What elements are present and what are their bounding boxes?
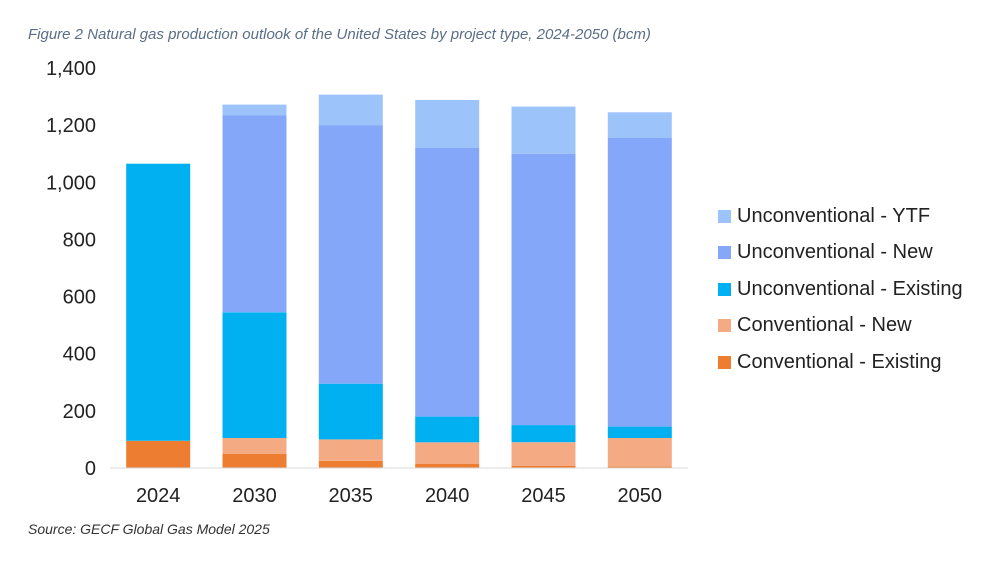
x-tick-label: 2035 <box>329 485 374 507</box>
legend-label: Conventional - New <box>737 314 912 337</box>
legend-item: Unconventional - Existing <box>718 271 963 308</box>
bar-segment-2030-5 <box>222 104 287 116</box>
bar-segment-2045-2 <box>511 442 576 466</box>
legend-swatch <box>718 246 731 260</box>
y-axis-ticks: 0 200 400 600 800 1,000 1,200 1,400 <box>46 58 96 480</box>
y-tick-label: 1,200 <box>46 115 96 137</box>
legend-label: Unconventional - New <box>737 241 933 264</box>
bar-segment-2024-3 <box>126 163 191 441</box>
y-tick-label: 1,000 <box>46 172 96 194</box>
bar-segment-2050-3 <box>607 426 672 438</box>
bar-segment-2035-1 <box>318 460 383 468</box>
bar-segment-2035-5 <box>318 94 383 126</box>
x-tick-label: 2050 <box>618 485 663 507</box>
bar-segment-2024-1 <box>126 440 191 468</box>
bar-segment-2040-2 <box>415 442 480 464</box>
legend-item: Conventional - New <box>718 308 963 345</box>
bar-segment-2030-1 <box>222 453 287 468</box>
legend-label: Conventional - Existing <box>737 350 942 373</box>
x-tick-label: 2045 <box>521 485 566 507</box>
bar-segment-2030-3 <box>222 312 287 438</box>
legend-label: Unconventional - Existing <box>737 277 963 300</box>
legend: Unconventional - YTF Unconventional - New… <box>718 198 963 381</box>
bar-segment-2040-3 <box>415 416 480 443</box>
bar-segment-2050-5 <box>607 112 672 138</box>
bar-segment-2045-1 <box>511 465 576 468</box>
bar-segment-2050-1 <box>607 466 672 468</box>
y-tick-label: 400 <box>63 344 96 366</box>
x-tick-label: 2024 <box>136 485 181 507</box>
bar-segment-2050-2 <box>607 438 672 467</box>
bar-segment-2045-3 <box>511 425 576 443</box>
bar-segment-2030-4 <box>222 115 287 313</box>
y-tick-label: 0 <box>85 458 96 480</box>
legend-swatch <box>718 209 731 223</box>
legend-swatch <box>718 355 731 369</box>
bar-segment-2040-1 <box>415 463 480 468</box>
legend-swatch <box>718 319 731 333</box>
bar-segment-2035-4 <box>318 125 383 384</box>
y-tick-label: 800 <box>63 229 96 251</box>
x-tick-label: 2040 <box>425 485 470 507</box>
y-tick-label: 1,400 <box>46 58 96 80</box>
legend-label: Unconventional - YTF <box>737 204 931 227</box>
bar-segment-2045-4 <box>511 153 576 426</box>
x-axis-ticks: 2024 2030 2035 2040 2045 2050 <box>136 485 662 507</box>
source-note: Source: GECF Global Gas Model 2025 <box>28 521 270 537</box>
bar-segment-2040-4 <box>415 148 480 417</box>
legend-swatch <box>718 282 731 296</box>
bar-segment-2030-2 <box>222 438 287 454</box>
chart-title: Figure 2 Natural gas production outlook … <box>28 26 651 43</box>
bar-area <box>126 94 672 468</box>
bar-segment-2040-5 <box>415 100 480 148</box>
legend-item: Conventional - Existing <box>718 344 963 381</box>
bar-segment-2035-2 <box>318 439 383 461</box>
x-tick-label: 2030 <box>232 485 277 507</box>
bar-segment-2035-3 <box>318 383 383 440</box>
legend-item: Unconventional - YTF <box>718 198 963 235</box>
y-tick-label: 600 <box>63 287 96 309</box>
bar-segment-2045-5 <box>511 106 576 154</box>
legend-item: Unconventional - New <box>718 235 963 272</box>
y-tick-label: 200 <box>63 401 96 423</box>
bar-segment-2050-4 <box>607 138 672 427</box>
